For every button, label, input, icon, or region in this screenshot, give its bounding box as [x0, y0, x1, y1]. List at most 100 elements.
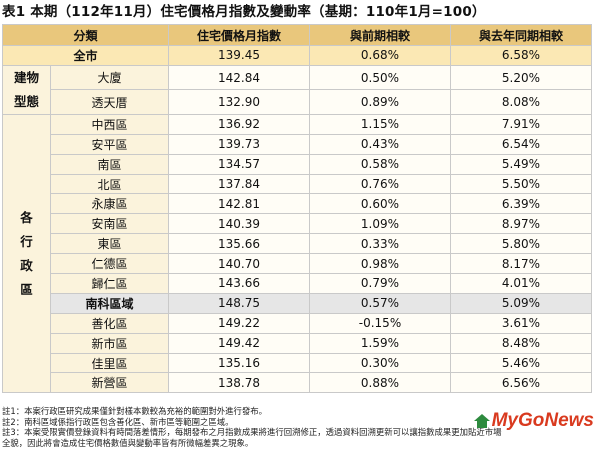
row-index: 138.78: [168, 372, 310, 394]
row-mom: 0.58%: [309, 153, 451, 175]
table-row: 建物 型態 大廈 142.84 0.50% 5.20%: [2, 64, 593, 115]
header-category: 分類: [1, 24, 170, 46]
group-label-char: 行: [20, 233, 33, 249]
table-row-total: 全市 139.45 0.68% 6.58%: [1, 45, 593, 66]
row-yoy: 6.56%: [449, 372, 593, 394]
header-yoy: 與去年同期相較: [449, 24, 593, 46]
row-index: 140.70: [168, 253, 310, 275]
row-name: 大廈: [49, 64, 170, 91]
row-yoy: 5.80%: [449, 233, 593, 255]
group-label-char: 各: [20, 209, 33, 225]
row-mom: 0.43%: [309, 133, 451, 155]
row-index: 149.42: [168, 332, 310, 354]
table-row: 佳里區 135.16 0.30% 5.46%: [3, 352, 593, 374]
row-yoy: 5.20%: [449, 64, 593, 91]
row-yoy: 8.08%: [449, 89, 593, 115]
row-yoy: 6.54%: [449, 133, 593, 155]
logo-text: MyGoNews: [491, 410, 594, 431]
row-yoy: 8.48%: [449, 332, 593, 354]
row-yoy: 6.39%: [449, 193, 593, 215]
row-index: 142.81: [168, 193, 310, 215]
table-row: 善化區 149.22 -0.15% 3.61%: [3, 312, 593, 334]
row-name: 南區: [49, 153, 170, 175]
row-yoy: 5.46%: [449, 352, 593, 374]
row-name: 全市: [1, 45, 170, 66]
table-row: 透天厝 132.90 0.89% 8.08%: [3, 89, 593, 115]
row-mom: 0.68%: [309, 45, 451, 66]
row-mom: 0.76%: [309, 173, 451, 195]
row-yoy: 8.97%: [449, 213, 593, 235]
group-label-line: 建物: [13, 69, 39, 85]
row-index: 136.92: [168, 113, 310, 135]
row-yoy: 6.58%: [449, 45, 593, 66]
row-name: 安平區: [49, 133, 170, 155]
footnote: 註2：南科區域係指行政區包含善化區、新市區等範圍之區域。: [2, 416, 234, 427]
row-mom: -0.15%: [309, 312, 451, 334]
row-mom: 0.89%: [309, 89, 451, 115]
row-name: 北區: [49, 173, 170, 195]
table-title: 表1 本期（112年11月）住宅價格月指數及變動率（基期：110年1月=100）: [2, 4, 486, 20]
row-yoy: 5.49%: [449, 153, 593, 175]
price-index-table: 分類 住宅價格月指數 與前期相較 與去年同期相較 全市 139.45 0.68%…: [1, 24, 593, 394]
row-name: 新市區: [49, 332, 170, 354]
row-mom: 0.33%: [309, 233, 451, 255]
row-mom: 0.98%: [309, 253, 451, 275]
row-mom: 0.60%: [309, 193, 451, 215]
row-yoy: 3.61%: [449, 312, 593, 334]
mygonews-logo: MyGoNews: [473, 410, 594, 432]
table-row: 新市區 149.42 1.59% 8.48%: [3, 332, 593, 354]
footnote: 全貌，因此將會造成住宅價格數值與變動率皆有所微幅差異之現象。: [2, 437, 254, 448]
row-name: 永康區: [49, 193, 170, 215]
row-name: 新營區: [49, 372, 170, 394]
row-index: 134.57: [168, 153, 310, 175]
row-mom: 1.09%: [309, 213, 451, 235]
table-row: 安平區 139.73 0.43% 6.54%: [3, 133, 593, 155]
row-name: 善化區: [49, 312, 170, 334]
header-index: 住宅價格月指數: [168, 24, 310, 46]
row-yoy: 8.17%: [449, 253, 593, 275]
row-yoy: 7.91%: [449, 113, 593, 135]
row-mom: 1.59%: [309, 332, 451, 354]
row-mom: 1.15%: [309, 113, 451, 135]
table-row: 北區 137.84 0.76% 5.50%: [3, 173, 593, 195]
row-mom: 0.57%: [309, 292, 451, 314]
table-row: 南科區域 148.75 0.57% 5.09%: [3, 292, 593, 314]
table-header-row: 分類 住宅價格月指數 與前期相較 與去年同期相較: [1, 24, 593, 46]
row-name: 南科區域: [49, 292, 170, 314]
row-name: 歸仁區: [49, 273, 170, 294]
group-label-district: 各行政區: [2, 113, 51, 394]
table-row: 新營區 138.78 0.88% 6.56%: [3, 372, 593, 394]
row-mom: 0.88%: [309, 372, 451, 394]
table-row: 東區 135.66 0.33% 5.80%: [3, 233, 593, 255]
row-index: 149.22: [168, 312, 310, 334]
group-label-line: 型態: [13, 93, 39, 109]
row-name: 佳里區: [49, 352, 170, 374]
row-mom: 0.50%: [309, 64, 451, 91]
row-yoy: 4.01%: [449, 273, 593, 294]
group-label-char: 區: [20, 281, 33, 297]
header-mom: 與前期相較: [309, 24, 451, 46]
row-yoy: 5.50%: [449, 173, 593, 195]
row-index: 148.75: [168, 292, 310, 314]
footnote: 註1：本案行政區研究成果僅針對樣本數較為充裕的範圍對外進行發布。: [2, 406, 267, 416]
row-index: 140.39: [168, 213, 310, 235]
group-label-char: 政: [20, 257, 33, 273]
footnote: 註3：本案受限實價登錄資料有時間落差情形，每期發布之月指數成果將進行回溯修正，透…: [2, 427, 502, 438]
row-index: 139.73: [168, 133, 310, 155]
row-index: 135.66: [168, 233, 310, 255]
house-icon: [473, 414, 490, 428]
row-index: 139.45: [168, 45, 310, 66]
row-yoy: 5.09%: [449, 292, 593, 314]
table-row: 安南區 140.39 1.09% 8.97%: [3, 213, 593, 235]
row-name: 仁德區: [49, 253, 170, 275]
row-index: 143.66: [168, 273, 310, 294]
table-row: 南區 134.57 0.58% 5.49%: [3, 153, 593, 175]
row-index: 137.84: [168, 173, 310, 195]
footnotes: 註1：本案行政區研究成果僅針對樣本數較為充裕的範圍對外進行發布。 註2：南科區域…: [2, 406, 592, 448]
row-name: 透天厝: [49, 89, 170, 115]
row-name: 東區: [49, 233, 170, 255]
row-mom: 0.30%: [309, 352, 451, 374]
row-index: 132.90: [168, 89, 310, 115]
row-index: 135.16: [168, 352, 310, 374]
table-row: 歸仁區 143.66 0.79% 4.01%: [3, 273, 593, 294]
